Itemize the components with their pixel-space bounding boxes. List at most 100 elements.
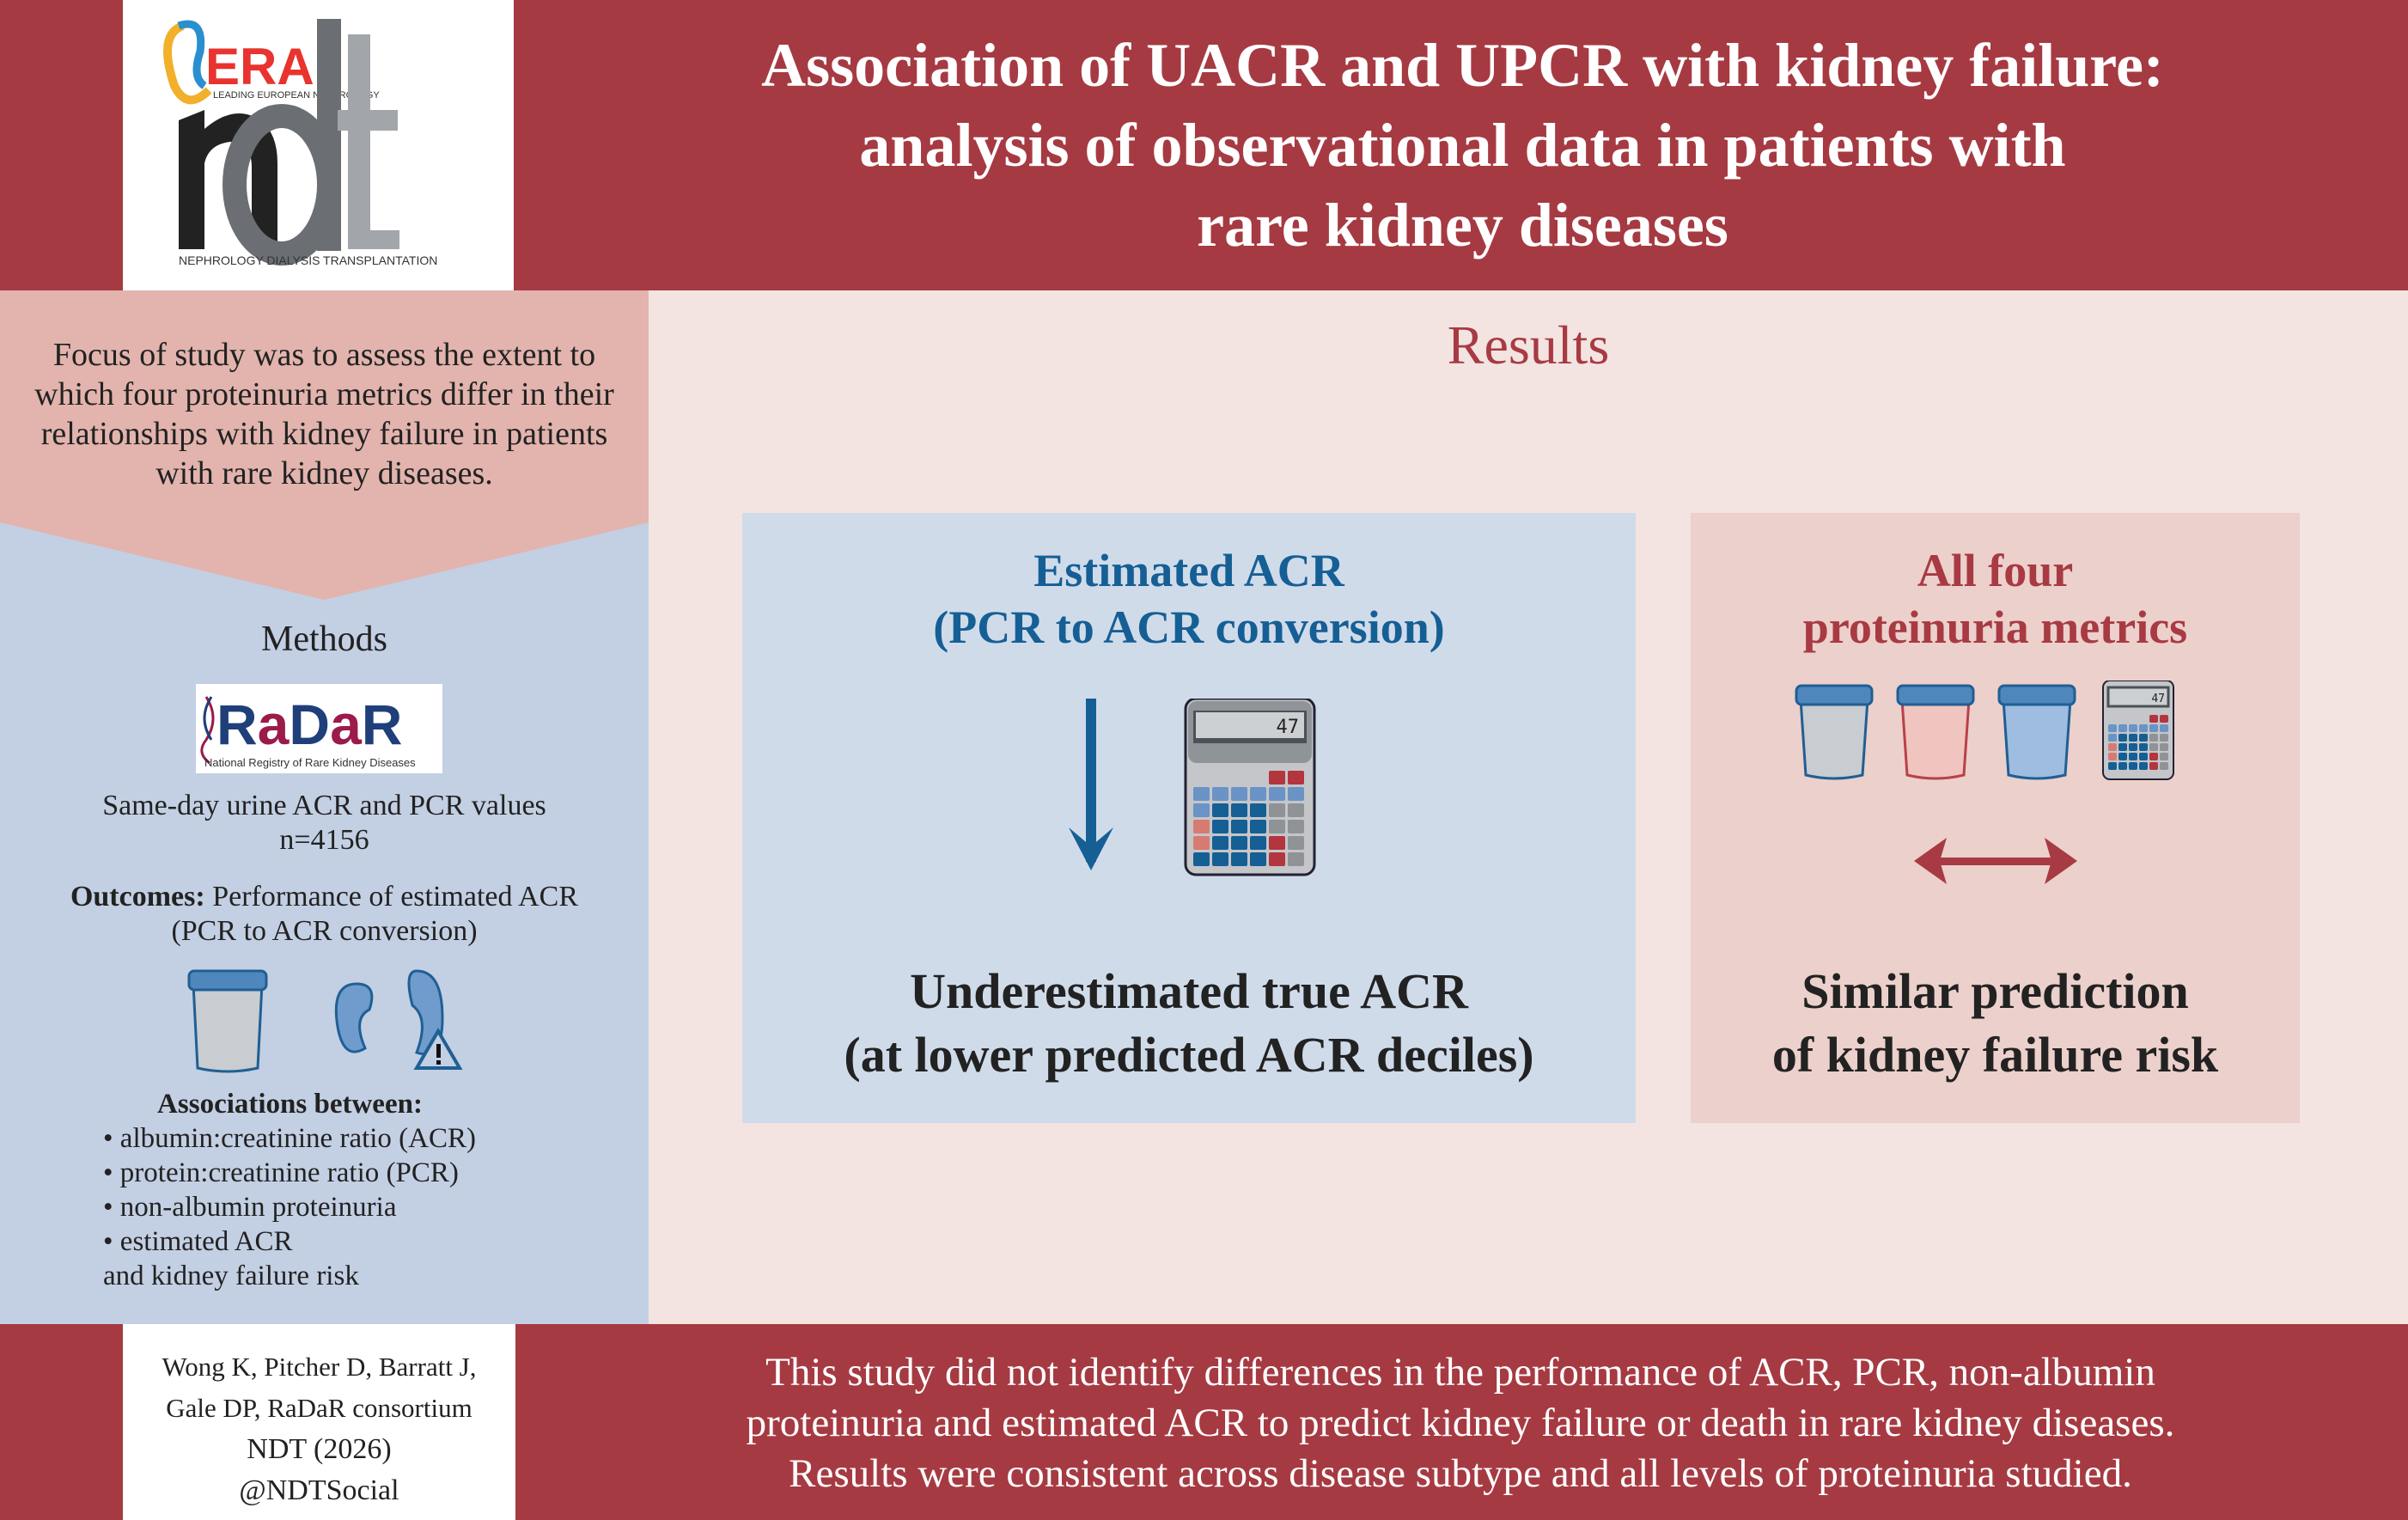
calculator-key [2108, 734, 2117, 742]
conclusion-line: proteinuria and estimated ACR to predict… [746, 1401, 2175, 1445]
calculator-key [1250, 787, 1266, 801]
calculator-key [1288, 852, 1304, 866]
svg-text:47: 47 [2151, 693, 2165, 705]
social-handle[interactable]: @NDTSocial [239, 1474, 399, 1506]
calculator-key [1193, 836, 1210, 850]
calculator-key [2160, 734, 2168, 742]
calculator-key [2108, 762, 2117, 770]
urine-cup-blue-icon [1997, 684, 2076, 780]
outcomes-line2: (PCR to ACR conversion) [171, 915, 478, 947]
calculator-key [1212, 787, 1228, 801]
calculator-key [2129, 743, 2137, 751]
calculator-key [1193, 820, 1210, 833]
calculator-icon: 47 [2102, 681, 2174, 780]
card-heading: Estimated ACR (PCR to ACR conversion) [742, 542, 1636, 656]
calculator-key [2160, 743, 2168, 751]
calculator-key [2149, 753, 2158, 760]
calculator-key [1288, 803, 1304, 817]
calculator-key [2129, 734, 2137, 742]
page-title: Association of UACR and UPCR with kidney… [533, 26, 2393, 266]
all-metrics-result-card: All four proteinuria metrics 47 Similar … [1691, 513, 2300, 1123]
calculator-key [2108, 753, 2117, 760]
calculator-key [2139, 753, 2148, 760]
calculator-key [1250, 852, 1266, 866]
svg-text:RaDaR: RaDaR [216, 693, 402, 756]
calculator-key [1288, 787, 1304, 801]
calculator-key [1193, 787, 1210, 801]
card-finding: Underestimated true ACR (at lower predic… [742, 960, 1636, 1087]
kidney-icon [334, 969, 444, 1055]
calculator-key [1231, 852, 1247, 866]
finding-line: Similar prediction [1801, 963, 2189, 1019]
calculator-key [1250, 803, 1266, 817]
calculator-key [2108, 743, 2117, 751]
calculator-key [2139, 724, 2148, 732]
card-finding: Similar prediction of kidney failure ris… [1691, 960, 2300, 1087]
double-arrow-icon [1914, 838, 2077, 884]
calculator-key [2129, 753, 2137, 760]
arrow-calculator-graphic: 47 [1069, 699, 1316, 876]
radar-logo: RaDaR National Registry of Rare Kidney D… [196, 684, 442, 773]
calculator-key [2160, 715, 2168, 723]
calculator-icon: 47 [1184, 699, 1316, 876]
finding-line: Underestimated true ACR [910, 963, 1468, 1019]
calculator-key [2149, 762, 2158, 770]
calculator-key [2160, 753, 2168, 760]
methods-heading: Methods [261, 620, 387, 659]
list-item: • non-albumin proteinuria [103, 1192, 397, 1223]
finding-line: (at lower predicted ACR deciles) [844, 1027, 1534, 1083]
calculator-key [1250, 820, 1266, 833]
urine-cup-kidney-icons [187, 969, 463, 1073]
calculator-key [1212, 803, 1228, 817]
calculator-key [2108, 724, 2117, 732]
calculator-key [1193, 852, 1210, 866]
calculator-key [2149, 743, 2158, 751]
authors: Wong K, Pitcher D, Barratt J, [162, 1352, 477, 1382]
results-heading: Results [1447, 314, 1610, 375]
calculator-key [1288, 771, 1304, 784]
heading-line: Estimated ACR [1033, 545, 1344, 596]
calculator-key [1231, 787, 1247, 801]
title-line: analysis of observational data in patien… [859, 111, 2066, 180]
calculator-key [2160, 762, 2168, 770]
urine-cup-icon [187, 969, 268, 1073]
conclusion-text: This study did not identify differences … [524, 1347, 2397, 1499]
calculator-key [1231, 803, 1247, 817]
authors: Gale DP, RaDaR consortium [166, 1393, 472, 1423]
sample-size: n=4156 [279, 824, 369, 856]
conclusion-line: Results were consistent across disease s… [789, 1451, 2132, 1496]
calculator-key [2139, 734, 2148, 742]
heading-line: (PCR to ACR conversion) [933, 601, 1445, 653]
calculator-key [2139, 762, 2148, 770]
sample-line: Same-day urine ACR and PCR values [102, 790, 546, 821]
sample-description: Same-day urine ACR and PCR values n=4156 [0, 789, 649, 858]
calculator-key [2118, 762, 2127, 770]
calculator-key [1231, 820, 1247, 833]
outcomes-value: Performance of estimated ACR [204, 881, 579, 913]
calculator-key [1288, 836, 1304, 850]
title-line: Association of UACR and UPCR with kidney… [761, 31, 2164, 100]
calculator-key [1269, 852, 1285, 866]
study-focus-text: Focus of study was to assess the extent … [34, 337, 614, 491]
citation-box: Wong K, Pitcher D, Barratt J, Gale DP, R… [123, 1324, 515, 1520]
svg-text:NEPHROLOGY DIALYSIS TRANSPLANT: NEPHROLOGY DIALYSIS TRANSPLANTATION [179, 253, 437, 267]
calculator-key [2118, 743, 2127, 751]
list-item: • albumin:creatinine ratio (ACR) [103, 1123, 477, 1154]
calculator-key [2160, 724, 2168, 732]
estimated-acr-result-card: Estimated ACR (PCR to ACR conversion) 47… [742, 513, 1636, 1123]
finding-line: of kidney failure risk [1771, 1027, 2219, 1083]
warning-icon [413, 1028, 463, 1070]
calculator-key [1269, 787, 1285, 801]
heading-line: proteinuria metrics [1802, 601, 2188, 653]
calculator-key [2149, 724, 2158, 732]
associations-list: Associations between: • albumin:creatini… [103, 1087, 511, 1293]
svg-text:ERA: ERA [205, 38, 314, 95]
ndt-letterforms [179, 19, 399, 266]
ndt-era-logo: ERA LEADING EUROPEAN NEPHROLOGY NEPHROLO… [123, 0, 514, 290]
calculator-key [2118, 753, 2127, 760]
urine-cup-red-icon [1896, 684, 1975, 780]
calculator-key [1269, 836, 1285, 850]
heading-line: All four [1917, 545, 2074, 596]
outcomes-label: Outcomes: [70, 881, 205, 913]
outcomes-text: Outcomes: Performance of estimated ACR (… [0, 880, 649, 949]
